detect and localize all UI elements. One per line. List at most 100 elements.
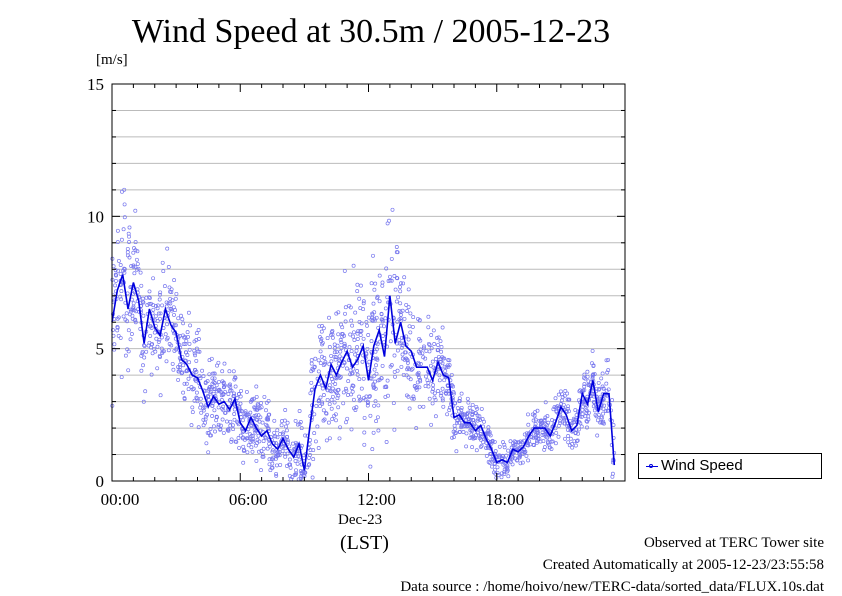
scatter-point: [254, 384, 259, 389]
scatter-point: [332, 354, 337, 359]
scatter-point: [293, 459, 298, 463]
scatter-point: [232, 407, 237, 412]
scatter-point: [341, 390, 346, 395]
scatter-point: [113, 283, 118, 288]
legend-label-wind-speed: Wind Speed: [661, 457, 743, 474]
scatter-point: [208, 391, 213, 396]
scatter-point: [553, 441, 558, 446]
scatter-point: [540, 433, 545, 437]
scatter-point: [370, 311, 375, 316]
scatter-point: [432, 342, 437, 346]
scatter-point: [535, 439, 540, 444]
scatter-point: [274, 471, 279, 476]
scatter-point: [561, 415, 566, 420]
scatter-point: [330, 335, 335, 340]
scatter-point: [223, 410, 228, 415]
scatter-point: [282, 451, 287, 456]
scatter-point: [181, 321, 186, 326]
scatter-point: [221, 392, 226, 397]
scatter-point: [562, 393, 567, 398]
scatter-point: [320, 400, 325, 405]
scatter-point: [371, 385, 376, 390]
scatter-point: [278, 462, 283, 467]
scatter-point: [433, 357, 438, 361]
scatter-point: [132, 308, 137, 313]
scatter-point: [365, 403, 370, 408]
scatter-point: [179, 371, 184, 376]
scatter-point: [399, 345, 404, 350]
scatter-point: [590, 348, 595, 353]
scatter-point: [260, 429, 265, 434]
scatter-point: [398, 285, 402, 289]
scatter-point: [384, 440, 389, 444]
scatter-point: [427, 396, 432, 401]
scatter-point: [310, 475, 315, 480]
scatter-point: [355, 331, 360, 336]
scatter-point: [443, 369, 448, 373]
scatter-point: [336, 405, 341, 410]
scatter-point: [231, 369, 236, 374]
scatter-point: [585, 408, 590, 413]
scatter-point: [185, 330, 190, 335]
scatter-point: [149, 301, 153, 306]
scatter-point: [194, 358, 199, 363]
scatter-point: [416, 373, 421, 377]
scatter-point: [600, 371, 605, 376]
scatter-point: [388, 278, 393, 283]
scatter-point: [211, 380, 216, 385]
scatter-point: [318, 349, 323, 354]
scatter-point: [195, 399, 200, 404]
scatter-point: [119, 237, 124, 242]
scatter-point: [457, 399, 462, 403]
scatter-point: [110, 328, 115, 332]
scatter-point: [221, 430, 226, 435]
scatter-point: [131, 304, 136, 309]
scatter-point: [574, 439, 579, 444]
scatter-point: [119, 289, 124, 294]
scatter-point: [164, 359, 169, 364]
scatter-point: [249, 445, 254, 450]
scatter-point: [495, 470, 500, 475]
scatter-point: [399, 364, 404, 369]
scatter-point: [547, 437, 552, 442]
scatter-point: [297, 421, 302, 426]
scatter-point: [343, 305, 348, 310]
scatter-point: [360, 359, 365, 364]
y-tick-label: 5: [96, 340, 105, 359]
scatter-point: [405, 309, 410, 313]
scatter-point: [120, 189, 124, 194]
scatter-point: [213, 429, 217, 434]
scatter-point: [238, 408, 243, 413]
scatter-point: [309, 361, 314, 366]
scatter-point: [196, 337, 201, 341]
scatter-point: [337, 358, 342, 363]
scatter-point: [346, 379, 351, 384]
scatter-point: [190, 405, 195, 410]
scatter-point: [126, 328, 131, 333]
scatter-point: [141, 399, 146, 404]
scatter-point: [321, 326, 326, 331]
scatter-point: [470, 445, 475, 450]
scatter-point: [565, 406, 570, 411]
scatter-point: [574, 427, 579, 432]
scatter-point: [396, 295, 401, 300]
scatter-point: [418, 338, 423, 343]
scatter-point: [259, 449, 264, 453]
scatter-point: [229, 437, 234, 442]
scatter-point: [348, 368, 353, 373]
scatter-point: [196, 328, 201, 332]
scatter-point: [127, 240, 131, 244]
scatter-point: [336, 310, 341, 315]
scatter-point: [336, 332, 341, 337]
scatter-point: [257, 419, 262, 424]
scatter-point: [210, 371, 215, 376]
scatter-point: [165, 246, 170, 251]
scatter-point: [355, 282, 360, 287]
scatter-point: [486, 428, 491, 433]
scatter-point: [421, 346, 426, 351]
scatter-point: [388, 339, 393, 344]
scatter-point: [274, 441, 278, 446]
scatter-point: [281, 444, 286, 448]
scatter-point: [385, 221, 390, 226]
scatter-point: [596, 387, 601, 392]
